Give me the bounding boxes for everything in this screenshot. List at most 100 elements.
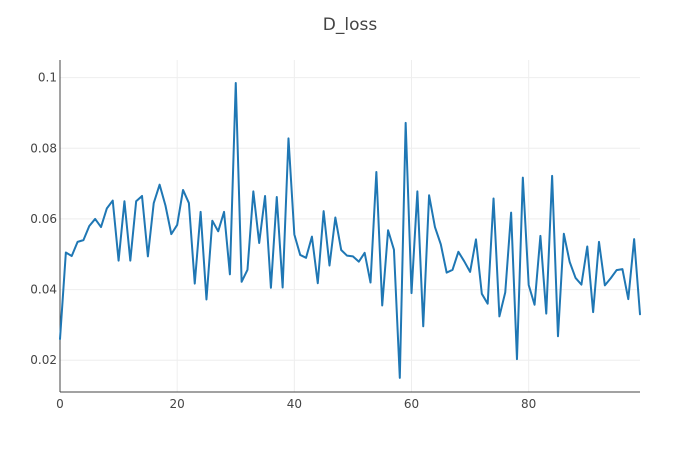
data-point [345, 254, 349, 258]
data-point [339, 248, 343, 252]
data-point [99, 225, 103, 229]
data-point [105, 206, 109, 210]
y-tick-label: 0.02 [30, 353, 57, 367]
x-tick-label: 20 [170, 397, 185, 411]
data-point [70, 254, 74, 258]
data-point [398, 376, 402, 380]
data-point [609, 276, 613, 280]
data-point [410, 291, 414, 295]
data-point [269, 286, 273, 290]
data-point [474, 237, 478, 241]
data-point [228, 272, 232, 276]
data-point [533, 303, 537, 307]
data-point [146, 254, 150, 258]
data-point [492, 196, 496, 200]
data-point [263, 194, 267, 198]
data-point [316, 281, 320, 285]
data-point [380, 303, 384, 307]
data-point [421, 324, 425, 328]
data-point [327, 264, 331, 268]
data-point [210, 219, 214, 223]
data-point [404, 121, 408, 125]
data-point [615, 268, 619, 272]
data-point [369, 281, 373, 285]
data-point [632, 237, 636, 241]
data-point [357, 260, 361, 264]
data-point [562, 232, 566, 236]
data-point [240, 280, 244, 284]
data-point [503, 290, 507, 294]
data-point [497, 314, 501, 318]
data-point [521, 176, 525, 180]
data-point [310, 235, 314, 239]
data-point [351, 254, 355, 258]
data-point [603, 283, 607, 287]
data-point [58, 337, 62, 341]
data-point [374, 170, 378, 174]
x-tick-label: 0 [56, 397, 64, 411]
data-point [486, 302, 490, 306]
data-point [392, 248, 396, 252]
data-point [574, 276, 578, 280]
data-point [433, 225, 437, 229]
data-point [216, 229, 220, 233]
data-point [298, 253, 302, 257]
data-point [275, 195, 279, 199]
gridlines [60, 60, 640, 392]
x-tick-label: 60 [404, 397, 419, 411]
data-point [386, 228, 390, 232]
y-tick-label: 0.1 [38, 71, 57, 85]
data-point [117, 259, 121, 263]
data-point [638, 312, 642, 316]
data-point [140, 194, 144, 198]
data-point [427, 193, 431, 197]
data-point [87, 224, 91, 228]
data-point [76, 240, 80, 244]
data-point [152, 201, 156, 205]
data-point [81, 238, 85, 242]
data-point [515, 357, 519, 361]
series-line [59, 81, 641, 379]
data-point [579, 283, 583, 287]
data-point [462, 259, 466, 263]
x-tick-label: 40 [287, 397, 302, 411]
data-point [257, 241, 261, 245]
y-tick-label: 0.06 [30, 212, 57, 226]
data-point [480, 292, 484, 296]
data-point [456, 250, 460, 254]
data-point [527, 283, 531, 287]
data-point [304, 256, 308, 260]
y-tick-label: 0.08 [30, 141, 57, 155]
data-point [163, 204, 167, 208]
data-point [556, 334, 560, 338]
data-point [468, 270, 472, 274]
data-point [451, 268, 455, 272]
series-layer [58, 81, 642, 380]
data-point [204, 297, 208, 301]
data-point [128, 259, 132, 263]
data-point [585, 244, 589, 248]
data-point [620, 267, 624, 271]
data-point [169, 232, 173, 236]
data-point [286, 136, 290, 140]
data-point [363, 251, 367, 255]
data-point [292, 232, 296, 236]
data-point [591, 310, 595, 314]
data-point [245, 268, 249, 272]
y-tick-label: 0.04 [30, 283, 57, 297]
data-point [111, 199, 115, 203]
data-point [93, 217, 97, 221]
data-point [568, 260, 572, 264]
data-point [199, 210, 203, 214]
data-point [134, 199, 138, 203]
data-point [187, 201, 191, 205]
data-point [193, 282, 197, 286]
data-point [538, 234, 542, 238]
x-tick-label: 80 [521, 397, 536, 411]
data-point [122, 199, 126, 203]
data-point [222, 210, 226, 214]
data-point [181, 188, 185, 192]
data-point [281, 285, 285, 289]
